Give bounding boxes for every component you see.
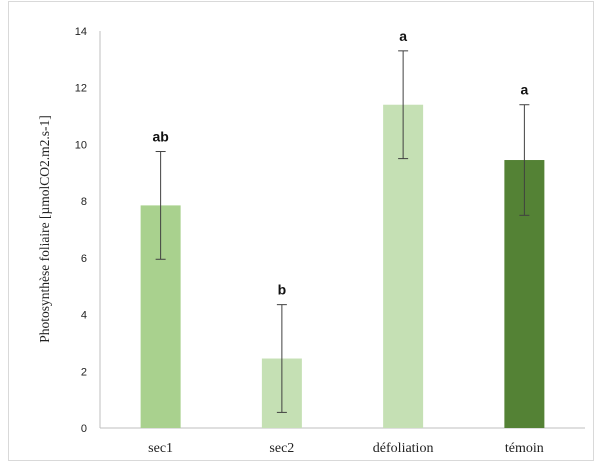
category-labels: sec1 sec2 défoliation témoin [148,441,544,456]
bars [140,104,545,428]
category-label: sec1 [148,441,173,456]
significance-labels: ab b a a [152,28,528,298]
error-bar [276,304,287,413]
y-tick-label: 8 [81,196,87,208]
category-label: sec2 [269,441,294,456]
significance-label: b [278,282,287,298]
category-label: témoin [505,441,544,456]
y-tick-label: 0 [81,423,87,435]
significance-label: a [520,82,528,98]
y-tick-label: 6 [81,253,87,265]
y-tick-label: 2 [81,366,87,378]
y-axis-label: Photosynthèse foliaire [µmolCO2.m2.s-1] [37,115,52,343]
axis-layer [99,31,585,429]
error-bars [155,50,530,413]
error-bar [519,104,530,216]
y-tick-label: 4 [81,310,87,322]
y-tick-label: 14 [75,26,87,38]
category-label: défoliation [373,441,434,456]
significance-label: a [399,28,407,44]
y-tick-label: 10 [75,139,87,151]
y-tick-label: 12 [75,83,87,95]
y-tick-labels: 0 2 4 6 8 10 12 14 [75,26,87,435]
error-bar [398,50,409,160]
significance-label: ab [152,129,168,145]
error-bar [155,151,166,260]
